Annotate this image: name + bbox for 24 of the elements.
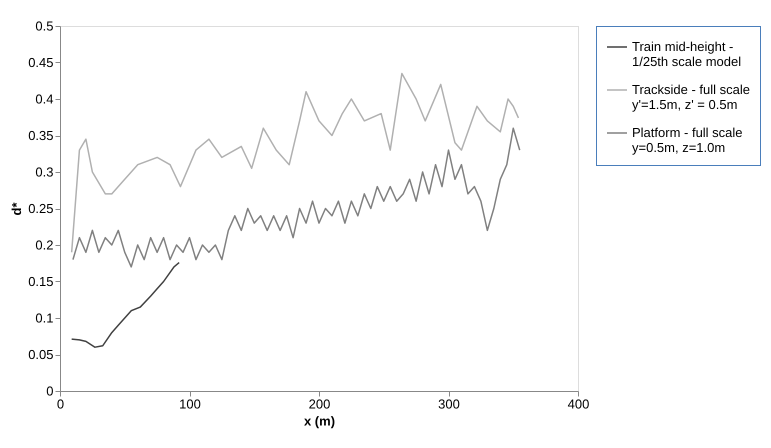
y-tick-label: 0.05 [28,347,54,362]
y-tick-label: 0.4 [35,92,54,106]
x-tick-label: 200 [308,396,330,412]
legend-label: Train mid-height - 1/25th scale model [632,39,742,69]
y-tick-label: 0.2 [35,238,54,252]
line-series [70,72,520,254]
y-tick-label: 0.35 [28,128,54,143]
line-series [70,262,180,348]
y-axis-title: d* [9,202,24,216]
x-axis-title: x (m) [304,414,336,428]
x-tick-label: 0 [56,396,64,412]
legend-label: Platform - full scale y=0.5m, z=1.0m [632,125,743,155]
legend-label: Trackside - full scale y'=1.5m, z' = 0.5m [632,82,750,112]
y-tick-label: 0.5 [35,18,54,34]
y-tick-label: 0 [46,384,54,398]
x-tick-label: 400 [568,396,590,412]
y-tick-label: 0.45 [28,55,54,70]
line-series [72,127,520,268]
y-tick-label: 0.1 [35,310,54,326]
x-tick-label: 100 [179,396,201,412]
x-tick-label: 300 [438,396,460,412]
y-tick-label: 0.3 [35,164,54,180]
y-tick-label: 0.15 [28,274,54,289]
y-tick-label: 0.25 [28,201,54,216]
